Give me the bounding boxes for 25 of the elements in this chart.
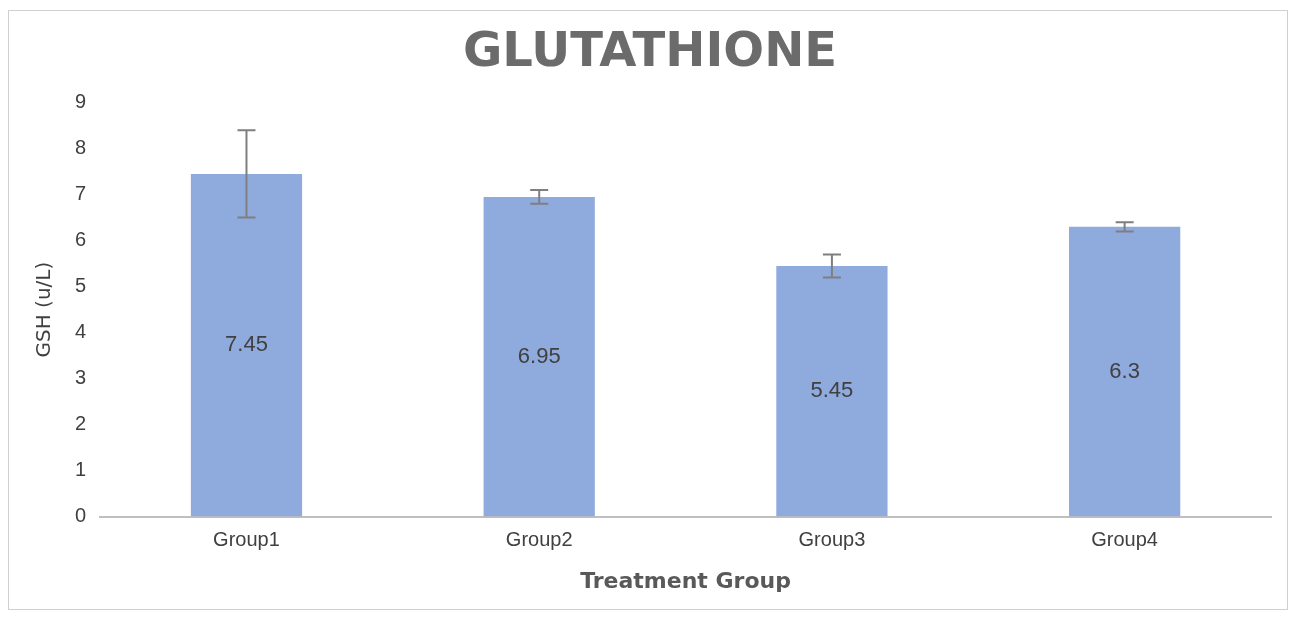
bar [776,265,888,517]
y-tick-label: 6 [75,228,87,251]
data-label: 6.3 [1109,357,1140,383]
y-tick-label: 0 [75,504,87,527]
data-label: 7.45 [225,331,268,357]
x-tick-label: Group3 [798,528,866,551]
x-tick-label: Group4 [1091,528,1158,551]
chart-title: GLUTATHIONE [462,21,838,78]
y-tick-label: 3 [75,366,87,389]
bar [1069,226,1181,517]
y-tick-label: 1 [75,458,87,481]
y-tick-label: 4 [75,320,87,343]
y-axis-title: GSH (u/L) [31,261,56,358]
data-label: 6.95 [517,342,561,368]
y-tick-label: 8 [75,136,87,159]
x-tick-label: Group2 [505,528,573,551]
bar [483,196,595,517]
data-label: 5.45 [810,377,854,403]
y-tick-label: 2 [75,412,87,435]
y-tick-label: 9 [75,90,87,113]
y-tick-label: 5 [75,274,87,297]
bar [190,173,303,517]
y-tick-label: 7 [75,182,87,205]
x-tick-label: Group1 [213,528,280,551]
x-axis-title: Treatment Group [580,567,791,593]
